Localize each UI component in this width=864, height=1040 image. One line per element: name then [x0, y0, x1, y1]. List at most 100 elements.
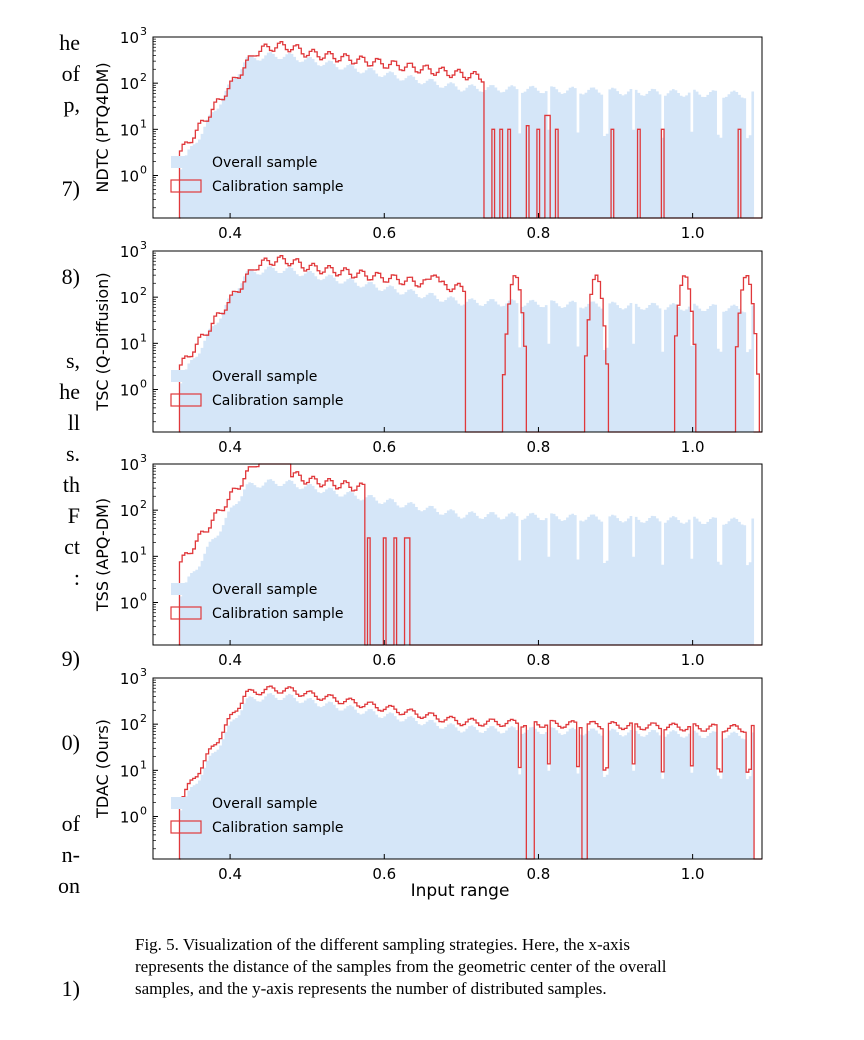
y-tick-label: 10 [120, 243, 139, 261]
y-tick-label: 10 [120, 594, 139, 612]
caption-line-3: samples, and the y-axis represents the n… [135, 979, 607, 998]
x-tick-label: 0.8 [527, 651, 551, 669]
y-tick-exponent: 2 [140, 498, 147, 511]
x-axis-label: Input range [411, 881, 510, 901]
legend-label-overall: Overall sample [212, 796, 317, 812]
y-tick-label: 10 [120, 381, 139, 399]
legend-swatch-calibration [170, 820, 202, 834]
edge-text-fragment: 0) [62, 730, 80, 755]
calibration-histogram [178, 685, 762, 860]
legend-label-overall: Overall sample [212, 155, 317, 171]
edge-text-fragment: s. [66, 441, 80, 466]
edge-text-fragment: 7) [62, 176, 80, 201]
legend-swatch-overall [171, 156, 201, 168]
y-tick-label: 10 [120, 121, 139, 139]
y-tick-exponent: 1 [140, 758, 147, 771]
edge-text-fragment: on [58, 873, 80, 898]
legend-swatch-overall [171, 370, 201, 382]
edge-text-fragment: he [59, 30, 80, 55]
y-tick-label: 10 [120, 167, 139, 185]
y-tick-exponent: 0 [140, 163, 147, 176]
plot-frame [152, 463, 763, 646]
legend-label-overall: Overall sample [212, 582, 317, 598]
edge-text-fragment: of [62, 811, 81, 836]
x-tick-label: 1.0 [681, 438, 705, 456]
plot-frame [152, 677, 763, 860]
y-tick-label: 10 [120, 670, 139, 688]
x-tick-label: 0.4 [218, 651, 242, 669]
legend-swatch-calibration [170, 606, 202, 620]
y-tick-exponent: 0 [140, 377, 147, 390]
y-tick-exponent: 2 [140, 712, 147, 725]
y-tick-exponent: 3 [140, 666, 147, 679]
x-tick-label: 0.4 [218, 438, 242, 456]
y-axis-label: TDAC (Ours) [93, 719, 112, 819]
legend-swatch-calibration [170, 179, 202, 193]
y-tick-exponent: 2 [140, 71, 147, 84]
y-axis-label: TSS (APQ-DM) [93, 498, 112, 612]
x-tick-label: 1.0 [681, 224, 705, 242]
y-tick-label: 10 [120, 716, 139, 734]
caption-line-1: Fig. 5. Visualization of the different s… [135, 935, 630, 954]
y-tick-exponent: 0 [140, 590, 147, 603]
edge-text-fragment: 9) [62, 646, 80, 671]
y-tick-label: 10 [120, 335, 139, 353]
x-tick-label: 0.6 [372, 224, 396, 242]
x-tick-label: 0.8 [527, 224, 551, 242]
y-tick-label: 10 [120, 502, 139, 520]
y-tick-label: 10 [120, 289, 139, 307]
left-edge-text-fragments: he of p, 7) 8) s, he ll s. th Fct: 9) 0) of n-on 1) [58, 30, 81, 1001]
legend-label-calibration: Calibration sample [212, 820, 344, 836]
overall-histogram [179, 52, 755, 218]
y-tick-label: 10 [120, 75, 139, 93]
edge-text-fragment: th [63, 472, 80, 497]
y-tick-exponent: 1 [140, 331, 147, 344]
edge-text-fragment: of [62, 61, 81, 86]
x-tick-label: 0.8 [527, 865, 551, 883]
y-tick-exponent: 0 [140, 804, 147, 817]
plot-frame [152, 250, 763, 433]
edge-text-fragment: n- [62, 842, 80, 867]
edge-text-fragment: 8) [62, 264, 80, 289]
x-tick-label: 0.8 [527, 438, 551, 456]
edge-text-fragment: F [68, 503, 80, 528]
edge-text-fragment: p, [64, 92, 81, 117]
y-tick-label: 10 [120, 762, 139, 780]
x-tick-label: 0.4 [218, 224, 242, 242]
y-tick-label: 10 [120, 456, 139, 474]
y-tick-exponent: 3 [140, 239, 147, 252]
edge-text-fragment: he [59, 379, 80, 404]
y-tick-exponent: 1 [140, 117, 147, 130]
edge-text-fragment: ct [64, 534, 80, 559]
y-tick-exponent: 3 [140, 452, 147, 465]
x-tick-label: 1.0 [681, 651, 705, 669]
edge-text-fragment: : [74, 565, 80, 590]
caption-line-2: represents the distance of the samples f… [135, 957, 667, 976]
legend-label-overall: Overall sample [212, 369, 317, 385]
x-tick-label: 0.4 [218, 865, 242, 883]
y-axis-label: TSC (Q-Diffusion) [93, 272, 112, 411]
x-tick-label: 0.6 [372, 651, 396, 669]
legend-swatch-overall [171, 797, 201, 809]
edge-text-fragment: 1) [62, 976, 80, 1001]
y-axis-label: NDTC (PTQ4DM) [93, 62, 112, 192]
x-tick-label: 0.6 [372, 438, 396, 456]
plot-frame [152, 36, 763, 219]
edge-text-fragment: ll [68, 410, 80, 435]
y-tick-exponent: 3 [140, 25, 147, 38]
legend-label-calibration: Calibration sample [212, 179, 344, 195]
overall-histogram [179, 266, 755, 432]
overall-histogram [179, 479, 755, 645]
y-tick-label: 10 [120, 548, 139, 566]
y-tick-exponent: 2 [140, 285, 147, 298]
x-tick-label: 0.6 [372, 865, 396, 883]
y-tick-exponent: 1 [140, 544, 147, 557]
legend-swatch-calibration [170, 393, 202, 407]
y-tick-label: 10 [120, 29, 139, 47]
